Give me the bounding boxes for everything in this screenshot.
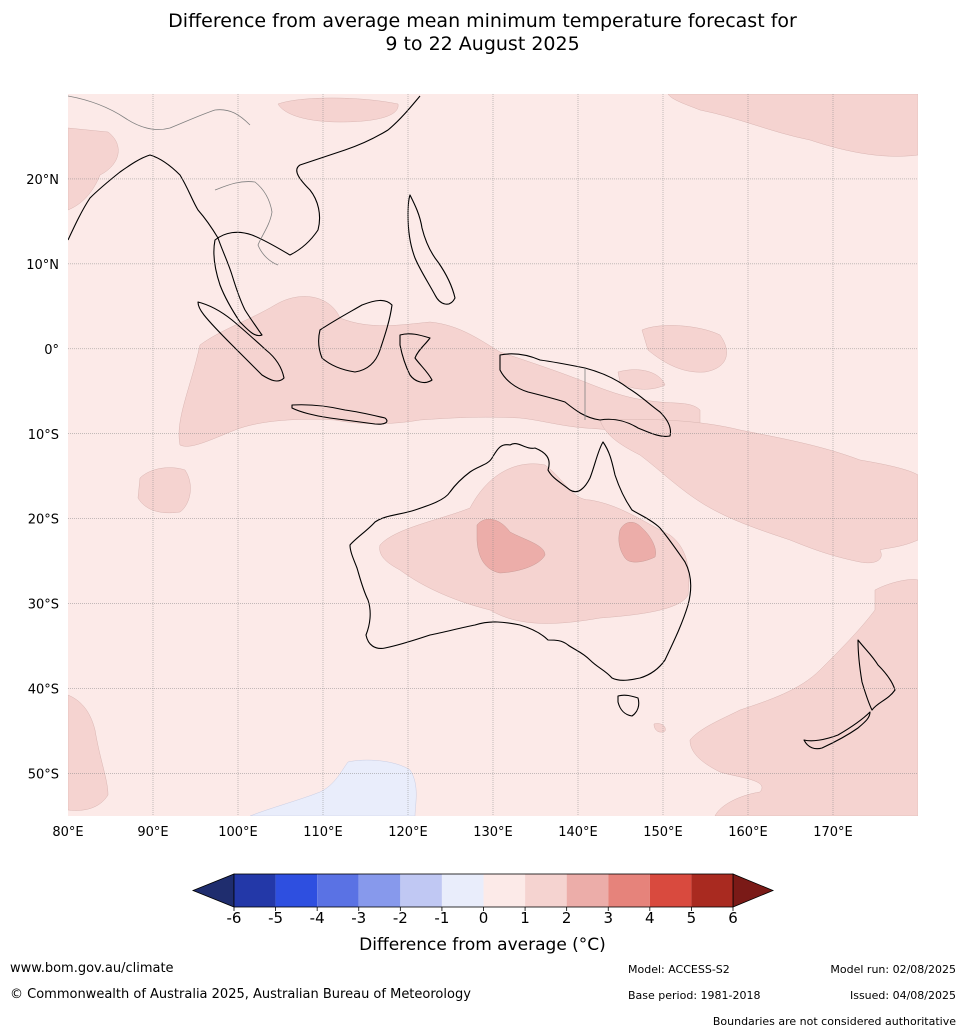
anomaly-band-bass-strait bbox=[653, 723, 666, 733]
colorbar-segment bbox=[691, 874, 733, 907]
anomaly-band-queensland-peak bbox=[618, 522, 656, 563]
anomaly-band-southern-ocean-west bbox=[68, 694, 109, 811]
latitude-tick-label: 30°S bbox=[28, 598, 59, 613]
colorbar-tick-label: 5 bbox=[687, 909, 697, 927]
colorbar-tick-label: 1 bbox=[520, 909, 530, 927]
colorbar-segment bbox=[483, 874, 526, 907]
coast-sumatra bbox=[197, 301, 285, 382]
longitude-tick-label: 130°E bbox=[473, 825, 513, 840]
coast-java bbox=[291, 404, 388, 425]
latitude-tick-label: 50°S bbox=[28, 768, 59, 783]
longitude-tick-label: 90°E bbox=[137, 825, 168, 840]
coast-new-zealand-south bbox=[803, 711, 871, 750]
colorbar-high-extend bbox=[732, 873, 775, 908]
colorbar-tick-label: -2 bbox=[393, 909, 408, 927]
coast-australia bbox=[349, 441, 692, 681]
coast-borneo bbox=[318, 299, 393, 373]
map-title: Difference from average mean minimum tem… bbox=[0, 10, 965, 56]
colorbar-low-extend bbox=[191, 873, 235, 908]
longitude-tick-label: 170°E bbox=[813, 825, 853, 840]
colorbar-segment bbox=[400, 874, 442, 907]
colorbar-segment bbox=[234, 874, 276, 907]
footer-issued: Issued: 04/08/2025 bbox=[849, 989, 956, 1002]
colorbar-tick-label: 0 bbox=[479, 909, 489, 927]
anomaly-band-southern-ocean-cool bbox=[249, 759, 417, 816]
border-himalaya bbox=[68, 95, 251, 130]
longitude-tick-labels: 80°E 90°E 100°E 110°E 120°E 130°E 140°E 150°E 16… bbox=[52, 825, 852, 840]
colorbar-tick-label: -1 bbox=[434, 909, 449, 927]
colorbar-segment bbox=[317, 874, 359, 907]
coast-new-zealand-north bbox=[857, 639, 896, 711]
lat-lon-gridlines bbox=[68, 94, 918, 816]
anomaly-band-north-pacific bbox=[667, 94, 918, 157]
map-plot-area bbox=[68, 94, 918, 816]
anomaly-band-tasman bbox=[689, 579, 918, 816]
coastlines bbox=[68, 95, 896, 750]
latitude-tick-label: 10°N bbox=[26, 258, 59, 273]
longitude-tick-label: 120°E bbox=[388, 825, 428, 840]
footer-model-run: Model run: 02/08/2025 bbox=[830, 963, 956, 976]
colorbar: -6 -5 -4 -3 -2 -1 0 1 2 3 4 5 6 bbox=[191, 873, 775, 927]
colorbar-tick-label: 4 bbox=[645, 909, 655, 927]
latitude-tick-label: 0° bbox=[44, 343, 59, 358]
latitude-tick-label: 20°S bbox=[28, 513, 59, 528]
colorbar-segment bbox=[358, 874, 401, 907]
colorbar-tick-label: -6 bbox=[227, 909, 242, 927]
latitude-tick-label: 40°S bbox=[28, 683, 59, 698]
border-southeast-asia bbox=[214, 181, 279, 266]
longitude-tick-label: 150°E bbox=[643, 825, 683, 840]
longitude-tick-label: 140°E bbox=[558, 825, 598, 840]
colorbar-tick-label: -3 bbox=[351, 909, 366, 927]
latitude-tick-labels: 20°N 10°N 0° 10°S 20°S 30°S 40°S 50°S bbox=[26, 173, 59, 783]
anomaly-band-west-indian-ocean bbox=[137, 467, 191, 514]
longitude-tick-label: 110°E bbox=[303, 825, 343, 840]
colorbar-segment bbox=[275, 874, 318, 907]
map-title-line1: Difference from average mean minimum tem… bbox=[168, 10, 797, 32]
footer-disclaimer: Boundaries are not considered authoritat… bbox=[712, 1015, 956, 1028]
longitude-tick-label: 80°E bbox=[52, 825, 83, 840]
colorbar-tick-label: 6 bbox=[728, 909, 738, 927]
latitude-tick-label: 10°S bbox=[28, 428, 59, 443]
colorbar-tick-label: -4 bbox=[310, 909, 325, 927]
country-borders bbox=[68, 95, 586, 420]
colorbar-title: Difference from average (°C) bbox=[359, 935, 606, 955]
colorbar-segment bbox=[608, 874, 650, 907]
colorbar-segment bbox=[566, 874, 609, 907]
footer-website: www.bom.gov.au/climate bbox=[10, 961, 174, 976]
anomaly-band-pacific-east bbox=[617, 369, 666, 390]
coast-sulawesi bbox=[399, 333, 433, 384]
colorbar-tick-label: -5 bbox=[268, 909, 283, 927]
anomaly-band-coral-sea bbox=[599, 419, 918, 564]
latitude-tick-label: 20°N bbox=[26, 173, 59, 188]
map-title-line2: 9 to 22 August 2025 bbox=[385, 33, 580, 55]
colorbar-segment bbox=[441, 874, 484, 907]
longitude-tick-label: 100°E bbox=[218, 825, 258, 840]
footer-base-period: Base period: 1981-2018 bbox=[628, 989, 761, 1002]
anomaly-band-maritime bbox=[277, 97, 399, 123]
colorbar-tick-label: 3 bbox=[603, 909, 613, 927]
anomaly-band-indian-ocean-north bbox=[68, 127, 119, 211]
coast-tasmania bbox=[617, 694, 640, 717]
anomaly-band-western-australia-peak bbox=[476, 518, 546, 574]
footer-model: Model: ACCESS-S2 bbox=[628, 963, 730, 976]
longitude-tick-label: 160°E bbox=[728, 825, 768, 840]
coast-new-guinea bbox=[499, 353, 672, 437]
colorbar-segment bbox=[649, 874, 692, 907]
coast-asia-mainland bbox=[68, 95, 421, 337]
footer-copyright: © Commonwealth of Australia 2025, Austra… bbox=[10, 987, 471, 1002]
colorbar-segment bbox=[525, 874, 567, 907]
anomaly-contours bbox=[68, 94, 918, 816]
colorbar-tick-label: 2 bbox=[562, 909, 572, 927]
